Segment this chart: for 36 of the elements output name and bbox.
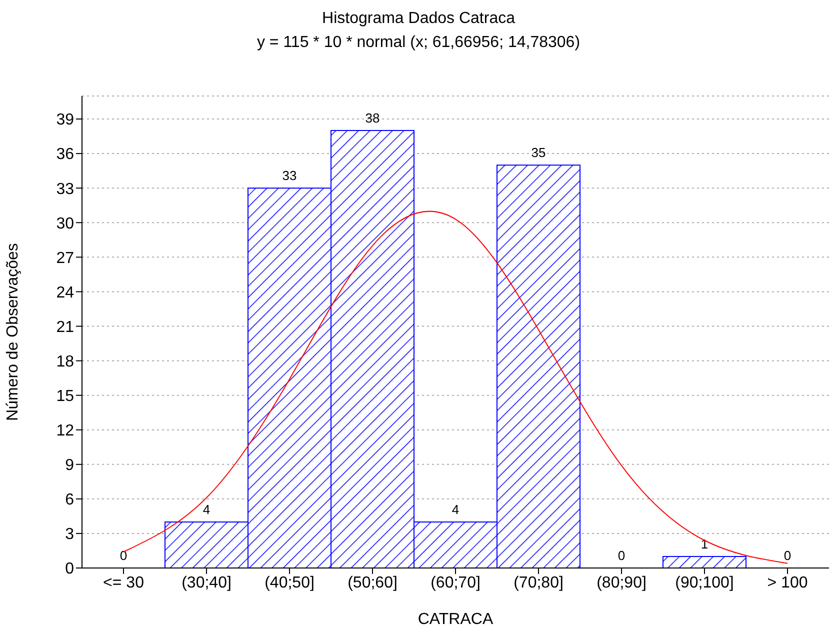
- x-tick-label: (30;40]: [182, 574, 232, 592]
- data-label: 0: [120, 548, 128, 563]
- y-tick-label: 18: [56, 353, 74, 370]
- y-tick-label: 27: [56, 250, 74, 267]
- y-tick-label: 3: [65, 526, 74, 544]
- data-label: 38: [365, 110, 380, 126]
- y-tick-label: 39: [56, 112, 74, 129]
- x-tick-label: (90;100]: [675, 574, 734, 592]
- chart-title: Histograma Dados Catraca: [321, 10, 516, 28]
- y-tick-label: 6: [65, 492, 74, 509]
- x-tick-label: (50;60]: [348, 574, 398, 592]
- bar: [662, 556, 746, 568]
- data-label: 35: [531, 145, 546, 160]
- x-tick-label: (70;80]: [514, 574, 564, 592]
- data-label: 33: [282, 168, 297, 184]
- y-tick-label: 0: [65, 560, 74, 578]
- x-tick-label: (60;70]: [430, 574, 480, 592]
- y-tick-label: 30: [56, 215, 74, 232]
- data-label: 0: [784, 548, 792, 563]
- data-label: 4: [452, 502, 460, 517]
- x-tick-label: (80;90]: [596, 574, 646, 592]
- x-tick-label: (40;50]: [264, 574, 314, 592]
- y-tick-label: 24: [56, 284, 74, 302]
- chart-subtitle: y = 115 * 10 * normal (x; 61,66956; 14,78306): [256, 34, 582, 52]
- x-tick-label: > 100: [767, 574, 808, 592]
- x-tick-label: <= 30: [103, 574, 144, 592]
- y-axis-title: Número de Observações: [4, 243, 22, 421]
- y-tick-label: 12: [56, 422, 74, 440]
- data-label: 0: [618, 548, 626, 563]
- y-tick-label: 33: [56, 180, 74, 198]
- y-tick-label: 9: [65, 457, 74, 474]
- y-tick-label: 36: [56, 146, 74, 164]
- data-label: 4: [202, 502, 210, 517]
- y-tick-label: 21: [56, 318, 74, 336]
- x-axis-title: CATRACA: [418, 611, 494, 628]
- y-tick-label: 15: [56, 388, 74, 405]
